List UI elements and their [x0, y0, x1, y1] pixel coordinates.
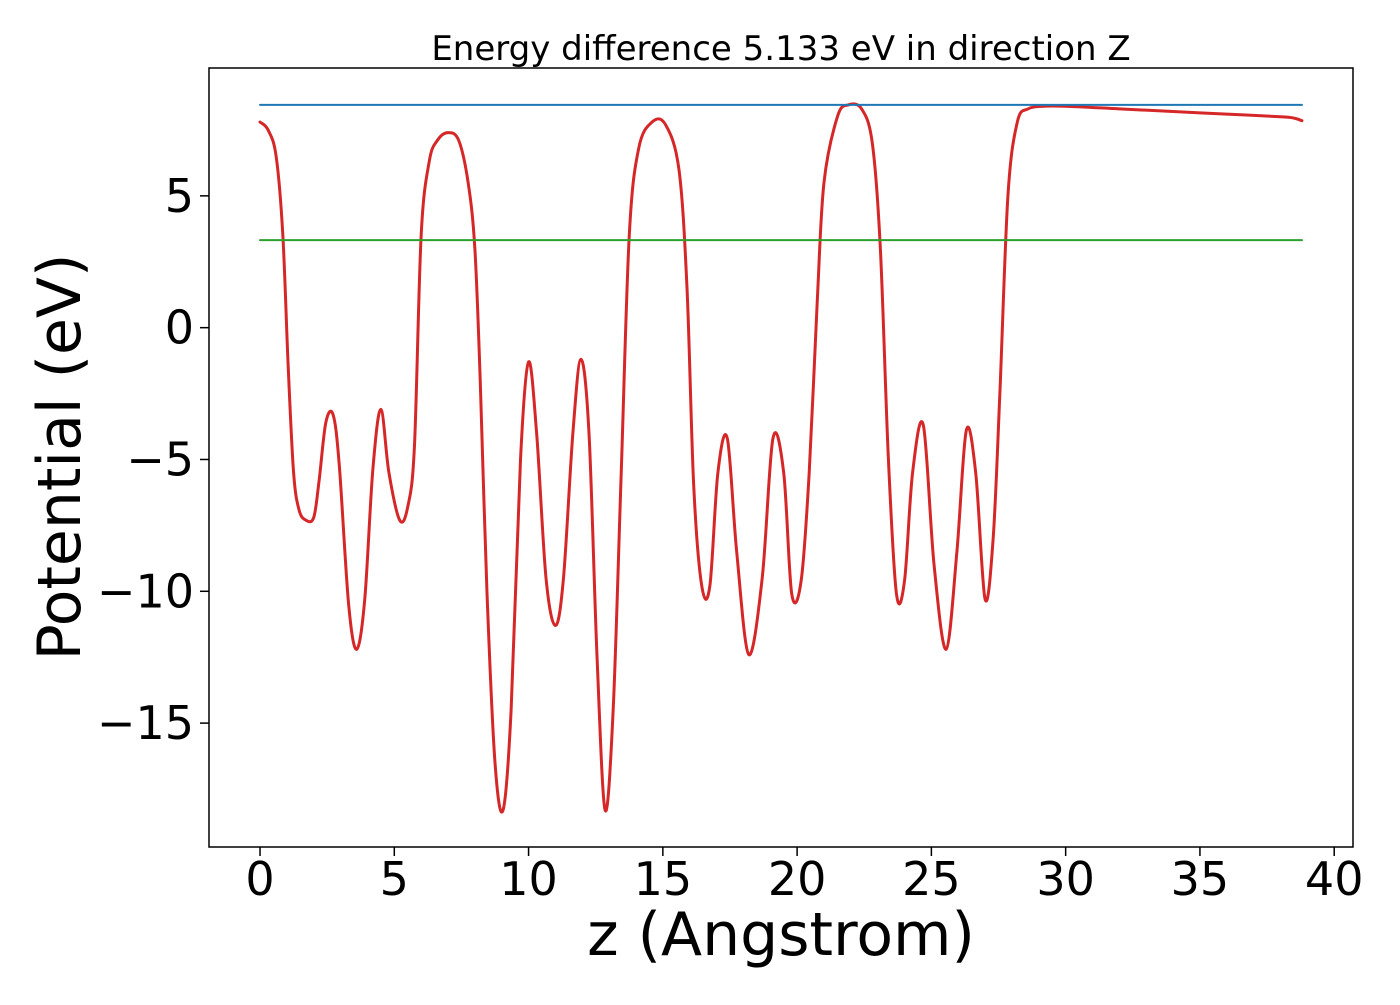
plot-frame	[208, 67, 1354, 848]
series-layer	[258, 102, 1304, 814]
x-axis-label: z (Angstrom)	[587, 900, 975, 970]
x-tick-label: 10	[499, 852, 558, 906]
x-tick-label: 35	[1171, 852, 1230, 906]
x-tick-label: 5	[380, 852, 409, 906]
y-tick-label: 0	[165, 301, 194, 355]
y-tick-label: −5	[126, 432, 194, 486]
x-tick-label: 30	[1036, 852, 1095, 906]
x-tick-label: 20	[768, 852, 827, 906]
x-axis: 0 5 10 15 20 25 30 35 40	[245, 847, 1363, 906]
y-axis: 5 0 −5 −10 −15	[97, 169, 209, 750]
x-tick-label: 40	[1305, 852, 1364, 906]
y-tick-label: −10	[97, 564, 194, 618]
y-tick-label: 5	[165, 169, 194, 223]
x-tick-label: 0	[245, 852, 274, 906]
chart-title: Energy difference 5.133 eV in direction …	[431, 29, 1130, 69]
series-line-1	[258, 102, 1304, 814]
x-tick-label: 15	[634, 852, 693, 906]
x-tick-label: 25	[902, 852, 961, 906]
y-tick-label: −15	[97, 696, 194, 750]
y-axis-label: Potential (eV)	[25, 254, 95, 661]
